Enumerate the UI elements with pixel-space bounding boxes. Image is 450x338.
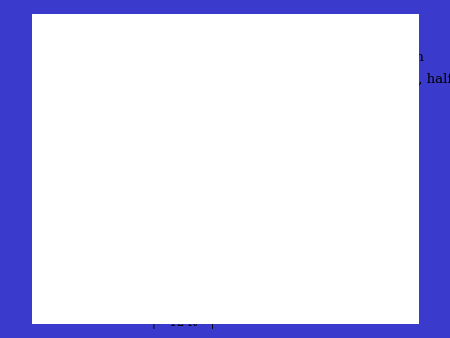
Text: up the pole, to point B.: up the pole, to point B. <box>39 94 193 107</box>
Text: A: A <box>150 190 159 203</box>
Text: D. 24 feet: D. 24 feet <box>256 248 321 261</box>
Text: A. 12 feet: A. 12 feet <box>256 169 321 182</box>
Text: B. 16 feet: B. 16 feet <box>256 195 321 209</box>
Text: What is the length of the
wire?: What is the length of the wire? <box>233 116 399 144</box>
Text: electrician wants to connect a support wire from point A, halfway: electrician wants to connect a support w… <box>39 73 450 86</box>
Text: |← 12 ft →|: |← 12 ft →| <box>152 316 214 329</box>
Bar <box>136 101 147 113</box>
Text: 32 ft: 32 ft <box>46 198 74 211</box>
Text: C. 20 feet: C. 20 feet <box>256 222 321 235</box>
Bar <box>142 289 147 293</box>
Text: B: B <box>229 276 238 290</box>
Text: Bell Ringer: Bell Ringer <box>176 26 274 40</box>
Text: The diagram below shows a 32-foot telephone pole. An: The diagram below shows a 32-foot teleph… <box>39 51 424 64</box>
